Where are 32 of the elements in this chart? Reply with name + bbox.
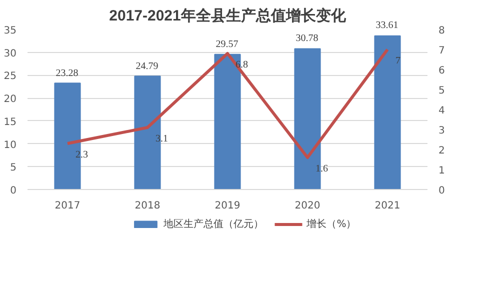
y-tick-label: 35 bbox=[4, 26, 17, 36]
y-tick-label: 30 bbox=[4, 48, 17, 60]
bar bbox=[374, 35, 401, 190]
y-tick-label: 25 bbox=[4, 71, 17, 82]
x-tick-label: 2018 bbox=[134, 200, 160, 212]
y2-tick-label: 2 bbox=[438, 146, 445, 156]
x-tick-label: 2019 bbox=[214, 200, 240, 212]
y-tick-label: 20 bbox=[4, 94, 17, 106]
data-label: 33.61 bbox=[376, 20, 398, 32]
data-label: 29.57 bbox=[216, 38, 238, 50]
x-tick-label: 2021 bbox=[374, 200, 400, 212]
legend-label: 增长（%） bbox=[306, 218, 356, 231]
data-label: 23.28 bbox=[56, 68, 78, 79]
y2-tick-label: 3 bbox=[438, 126, 445, 136]
chart-title: 2017-2021年全县生产总值增长变化 bbox=[109, 6, 347, 24]
y-tick-label: 0 bbox=[10, 186, 17, 196]
y-tick-label: 10 bbox=[4, 140, 17, 151]
y2-tick-label: 7 bbox=[438, 46, 445, 56]
x-tick-label: 2020 bbox=[294, 200, 320, 212]
y2-tick-label: 8 bbox=[438, 26, 445, 36]
y2-tick-label: 5 bbox=[438, 86, 445, 96]
y-tick-label: 5 bbox=[10, 162, 17, 174]
x-tick-label: 2017 bbox=[54, 200, 80, 212]
y-tick-label: 15 bbox=[4, 116, 17, 128]
data-label: 30.78 bbox=[296, 33, 318, 44]
legend-label: 地区生产总值（亿元） bbox=[164, 218, 264, 231]
data-label: 24.79 bbox=[136, 60, 158, 72]
y2-tick-label: 1 bbox=[438, 166, 445, 176]
y2-tick-label: 6 bbox=[438, 66, 445, 76]
y2-tick-label: 4 bbox=[438, 106, 445, 116]
data-label: 7 bbox=[396, 56, 400, 66]
y2-tick-label: 0 bbox=[438, 186, 445, 196]
